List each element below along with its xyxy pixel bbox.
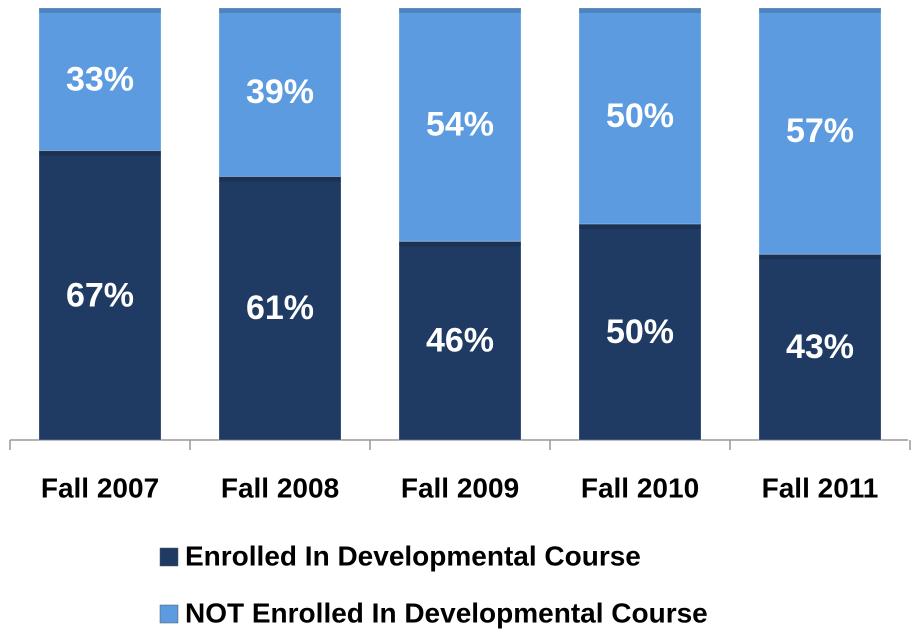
segment-edge [759, 8, 881, 13]
bar-segment [758, 7, 882, 255]
segment-edge [399, 241, 521, 247]
legend-swatch [159, 547, 179, 567]
bar-segment [758, 253, 882, 441]
segment-edge [399, 8, 521, 13]
bar-segment [578, 223, 702, 441]
segment-edge [219, 8, 341, 13]
value-label: 54% [426, 106, 494, 144]
value-label: 57% [786, 112, 854, 150]
segment-edge [579, 8, 701, 13]
bar-segment [398, 7, 522, 242]
bar-segment [38, 150, 162, 441]
value-label: 61% [246, 289, 314, 327]
value-label: 67% [66, 276, 134, 314]
value-label: 50% [606, 97, 674, 135]
legend-swatch [159, 604, 179, 624]
bar-segment [398, 240, 522, 441]
legend-label: Enrolled In Developmental Course [185, 540, 641, 571]
value-label: 46% [426, 322, 494, 360]
value-label: 50% [606, 313, 674, 351]
value-label: 33% [66, 60, 134, 98]
value-label: 39% [246, 73, 314, 111]
segment-edge [39, 150, 161, 156]
x-tick-label: Fall 2010 [581, 472, 699, 503]
segment-edge [759, 254, 881, 260]
x-tick-label: Fall 2008 [221, 472, 339, 503]
segment-edge [579, 224, 701, 229]
legend-label: NOT Enrolled In Developmental Course [185, 597, 708, 628]
segment-edge [219, 176, 341, 182]
bar-segment [218, 7, 342, 177]
bar-segment [578, 7, 702, 225]
segment-edge [39, 8, 161, 13]
bar-segment [218, 175, 342, 441]
x-tick-label: Fall 2009 [401, 472, 519, 503]
x-tick-label: Fall 2007 [41, 472, 159, 503]
bar-segment [38, 7, 162, 152]
value-label: 43% [786, 328, 854, 366]
x-tick-label: Fall 2011 [762, 472, 879, 503]
